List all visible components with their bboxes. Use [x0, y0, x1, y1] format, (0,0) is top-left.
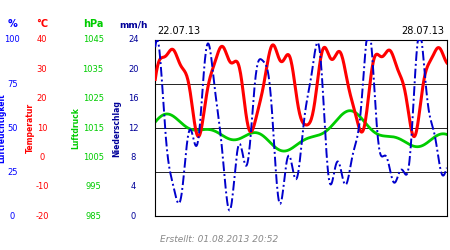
Text: 1045: 1045: [83, 36, 104, 44]
Text: Luftfeuchtigkeit: Luftfeuchtigkeit: [0, 93, 6, 163]
Text: 30: 30: [36, 65, 47, 74]
Text: 25: 25: [7, 168, 18, 177]
Text: Luftdruck: Luftdruck: [72, 107, 81, 149]
Text: 20: 20: [36, 94, 47, 103]
Text: °C: °C: [36, 20, 48, 30]
Text: hPa: hPa: [83, 20, 104, 30]
Text: 28.07.13: 28.07.13: [401, 26, 445, 36]
Text: 995: 995: [85, 182, 101, 192]
Text: 1035: 1035: [83, 65, 104, 74]
Text: 12: 12: [128, 124, 139, 132]
Text: 4: 4: [131, 182, 136, 192]
Text: 8: 8: [131, 153, 136, 162]
Text: 50: 50: [7, 124, 18, 132]
Text: 0: 0: [39, 153, 45, 162]
Text: 24: 24: [128, 36, 139, 44]
Text: 75: 75: [7, 80, 18, 88]
Text: 1015: 1015: [83, 124, 104, 132]
Text: 0: 0: [131, 212, 136, 221]
Text: Niederschlag: Niederschlag: [112, 100, 122, 156]
Text: 22.07.13: 22.07.13: [158, 26, 201, 36]
Text: 10: 10: [36, 124, 47, 132]
Text: 40: 40: [36, 36, 47, 44]
Text: Erstellt: 01.08.2013 20:52: Erstellt: 01.08.2013 20:52: [160, 235, 278, 244]
Text: 1025: 1025: [83, 94, 104, 103]
Text: 16: 16: [128, 94, 139, 103]
Text: -10: -10: [35, 182, 49, 192]
Text: 100: 100: [4, 36, 20, 44]
Text: 0: 0: [10, 212, 15, 221]
Text: -20: -20: [35, 212, 49, 221]
Text: 20: 20: [128, 65, 139, 74]
Text: %: %: [8, 20, 17, 30]
Text: Temperatur: Temperatur: [26, 103, 35, 153]
Text: mm/h: mm/h: [119, 20, 148, 30]
Text: 985: 985: [85, 212, 101, 221]
Text: 1005: 1005: [83, 153, 104, 162]
